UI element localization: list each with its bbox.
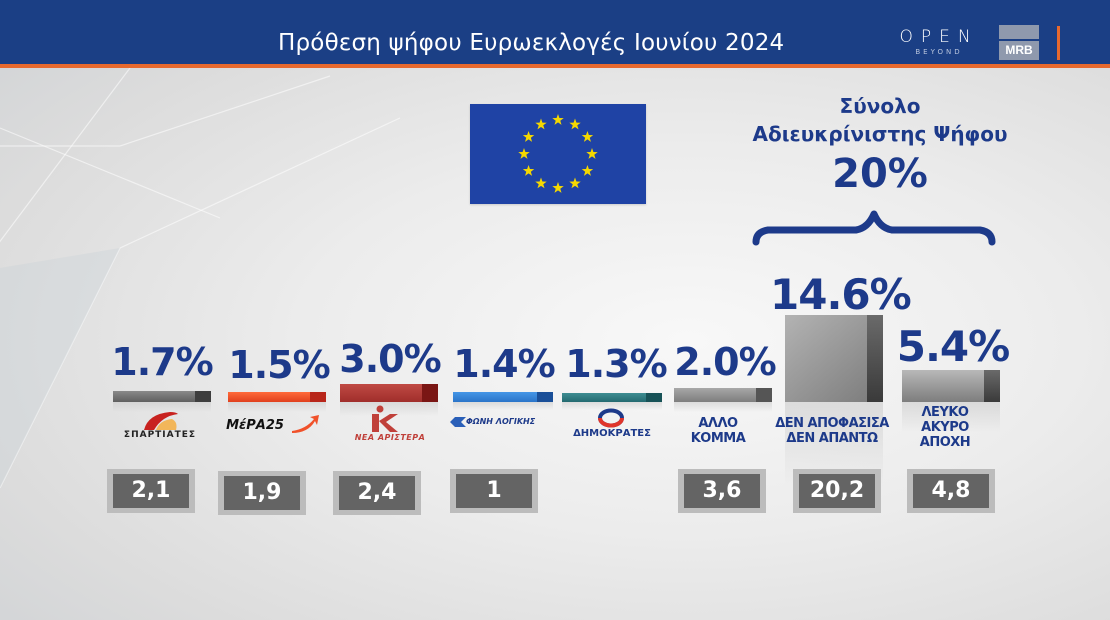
mrb-logo-text: MRB <box>999 41 1039 60</box>
bar-value-allo-komma: 2.0% <box>674 340 776 384</box>
nea-aristera-k-icon <box>372 405 398 432</box>
bar-value-dimokrates: 1.3% <box>565 342 667 386</box>
prev-value: 4,8 <box>913 474 989 508</box>
bar-reflection <box>228 402 326 412</box>
foni-logikis-icon <box>450 417 466 427</box>
mrb-logo-bar <box>999 25 1039 39</box>
label-line: ΛΕΥΚΟ <box>921 405 969 420</box>
label-line: ΑΛΛΟ <box>698 416 738 431</box>
open-logo-tagline: BEYOND <box>915 48 963 56</box>
bar-reflection <box>340 402 438 416</box>
label-line: ΚΟΜΜΑ <box>690 431 746 446</box>
open-logo-text: OPEN <box>899 27 979 47</box>
prev-value-box-allo-komma: 3,6 <box>678 469 766 513</box>
bar-spartiates <box>113 391 211 402</box>
eu-flag <box>470 104 646 204</box>
bar-reflection <box>113 402 211 412</box>
bar-mera25 <box>228 392 326 402</box>
prev-value: 1,9 <box>224 476 300 510</box>
label-undecided: ΔΕΝ ΑΠΟΦΑΣΙΣΑ ΔΕΝ ΑΠΑΝΤΩ <box>768 416 896 446</box>
bar-value-blank-invalid: 5.4% <box>896 322 1010 371</box>
prev-value-box-nea-aristera: 2,4 <box>333 471 421 515</box>
label-allo-komma: ΑΛΛΟ ΚΟΜΜΑ <box>670 416 766 446</box>
eu-stars-icon <box>518 114 598 193</box>
mera25-arrow-icon <box>292 415 319 433</box>
bar-reflection <box>674 402 772 412</box>
summary-value: 20% <box>832 151 928 197</box>
label-blank-invalid: ΛΕΥΚΟ ΑΚΥΡΟ ΑΠΟΧΗ <box>895 405 995 450</box>
prev-value: 20,2 <box>799 474 875 508</box>
bar-blank-invalid <box>902 370 1000 402</box>
header-accent-line <box>1057 26 1060 60</box>
label-line: ΔΕΝ ΑΠΑΝΤΩ <box>786 431 878 446</box>
prev-value: 2,4 <box>339 476 415 510</box>
label-line: ΔΕΝ ΑΠΟΦΑΣΙΣΑ <box>775 416 889 431</box>
bar-reflection <box>453 402 553 410</box>
label-line: ΑΚΥΡΟ <box>921 420 969 435</box>
header-bar: Πρόθεση ψήφου Ευρωεκλογές Ιουνίου 2024 O… <box>0 0 1110 68</box>
logo-spartiates: ΣΠΑΡΤΙΑΤΕΣ <box>123 430 197 440</box>
prev-value-box-undecided: 20,2 <box>793 469 881 513</box>
undecided-summary: Σύνολο Αδιευκρίνιστης Ψήφου 20% <box>730 92 1030 198</box>
open-channel-logo: OPEN BEYOND <box>898 28 980 56</box>
summary-line1: Σύνολο <box>839 94 921 118</box>
mrb-logo: MRB <box>999 25 1039 60</box>
dimokrates-ring-icon <box>598 408 624 428</box>
bar-value-spartiates: 1.7% <box>111 340 213 384</box>
bar-value-undecided: 14.6% <box>770 270 912 319</box>
prev-value: 1 <box>456 474 532 508</box>
summary-line2: Αδιευκρίνιστης Ψήφου <box>752 122 1008 146</box>
bar-reflection <box>562 402 662 410</box>
label-line: ΑΠΟΧΗ <box>919 435 971 450</box>
prev-value-box-mera25: 1,9 <box>218 471 306 515</box>
bar-value-mera25: 1.5% <box>228 343 330 387</box>
bar-value-foni-logikis: 1.4% <box>453 342 555 386</box>
prev-value: 3,6 <box>684 474 760 508</box>
prev-value-box-blank-invalid: 4,8 <box>907 469 995 513</box>
chart-title: Πρόθεση ψήφου Ευρωεκλογές Ιουνίου 2024 <box>278 30 785 56</box>
prev-value-box-foni-logikis: 1 <box>450 469 538 513</box>
bar-value-nea-aristera: 3.0% <box>339 337 441 381</box>
bar-nea-aristera <box>340 384 438 402</box>
bar-foni-logikis <box>453 392 553 402</box>
bar-undecided <box>785 315 883 402</box>
bar-allo-komma <box>674 388 772 402</box>
curly-brace-icon <box>752 210 996 246</box>
logo-nea-aristera: ΝΕΑ ΑΡΙΣΤΕΡΑ <box>354 433 426 442</box>
logo-foni-logikis: ΦΩΝΗ ΛΟΓΙΚΗΣ <box>466 417 536 426</box>
spartiates-helmet-icon <box>144 412 178 430</box>
logo-dimokrates: ΔΗΜΟΚΡΑΤΕΣ <box>573 428 651 439</box>
prev-value: 2,1 <box>113 474 189 508</box>
prev-value-box-spartiates: 2,1 <box>107 469 195 513</box>
bar-dimokrates <box>562 393 662 402</box>
logo-mera25: ΜέΡΑ25 <box>226 418 284 433</box>
bar-reflection <box>902 402 1000 432</box>
